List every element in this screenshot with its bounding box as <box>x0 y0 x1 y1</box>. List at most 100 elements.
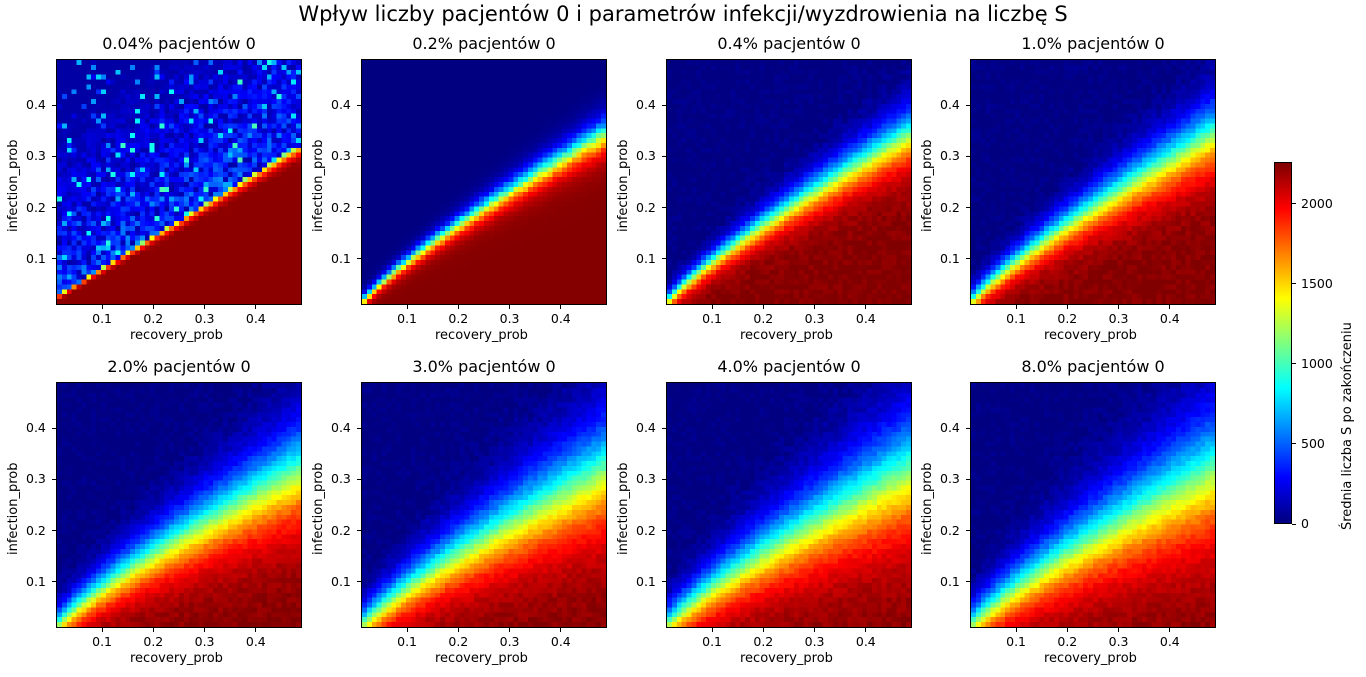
x-tick-label: 0.2 <box>448 634 469 649</box>
colorbar-label: Średnia liczba S po zakończeniu <box>1340 322 1355 530</box>
y-tick-mark <box>52 207 56 209</box>
y-tick-mark <box>662 478 666 480</box>
colorbar <box>1274 162 1292 524</box>
y-tick-mark <box>662 581 666 583</box>
x-tick-mark <box>1118 628 1120 632</box>
y-tick-mark <box>52 104 56 106</box>
x-tick-label: 0.4 <box>855 311 876 326</box>
y-tick-label: 0.4 <box>26 420 46 436</box>
y-tick-label: 0.3 <box>940 148 960 164</box>
panel-title: 1.0% pacjentów 0 <box>1021 34 1165 53</box>
y-tick-mark <box>662 207 666 209</box>
y-tick-mark <box>966 258 970 260</box>
y-tick-label: 0.2 <box>26 199 46 215</box>
y-tick-label: 0.1 <box>331 250 351 266</box>
x-axis-label: recovery_prob <box>130 651 223 666</box>
x-tick-mark <box>255 305 257 309</box>
y-axis-label: infection_prob <box>311 139 326 233</box>
x-tick-label: 0.4 <box>550 634 571 649</box>
x-tick-mark <box>560 628 562 632</box>
y-tick-mark <box>662 155 666 157</box>
y-tick-mark <box>966 104 970 106</box>
y-tick-label: 0.1 <box>940 250 960 266</box>
x-tick-mark <box>762 305 764 309</box>
y-tick-label: 0.2 <box>940 199 960 215</box>
y-tick-label: 0.3 <box>331 148 351 164</box>
y-axis-label: infection_prob <box>616 462 631 556</box>
x-tick-mark <box>1015 628 1017 632</box>
y-tick-mark <box>966 427 970 429</box>
y-tick-mark <box>52 427 56 429</box>
y-axis-label: infection_prob <box>920 462 935 556</box>
x-tick-mark <box>152 628 154 632</box>
panel-title: 8.0% pacjentów 0 <box>1021 357 1165 376</box>
panel-title: 2.0% pacjentów 0 <box>107 357 251 376</box>
colorbar-tick-label: 1000 <box>1301 355 1333 371</box>
y-tick-mark <box>966 530 970 532</box>
figure-title: Wpływ liczby pacjentów 0 i parametrów in… <box>298 2 1068 26</box>
heatmap-image <box>361 382 607 628</box>
x-tick-label: 0.3 <box>499 634 520 649</box>
y-tick-mark <box>52 530 56 532</box>
x-tick-mark <box>1169 628 1171 632</box>
x-tick-label: 0.2 <box>1057 634 1078 649</box>
y-tick-mark <box>52 258 56 260</box>
x-tick-mark <box>814 305 816 309</box>
x-tick-label: 0.3 <box>804 634 825 649</box>
x-tick-label: 0.4 <box>550 311 571 326</box>
x-tick-label: 0.1 <box>702 634 723 649</box>
x-tick-label: 0.4 <box>245 634 266 649</box>
y-tick-mark <box>52 581 56 583</box>
x-tick-mark <box>1169 305 1171 309</box>
colorbar-tick-label: 2000 <box>1301 195 1333 211</box>
y-tick-label: 0.4 <box>636 420 656 436</box>
x-tick-label: 0.2 <box>448 311 469 326</box>
x-axis-label: recovery_prob <box>740 651 833 666</box>
y-tick-mark <box>966 207 970 209</box>
x-tick-mark <box>101 305 103 309</box>
x-tick-label: 0.2 <box>753 634 774 649</box>
x-tick-label: 0.2 <box>143 311 164 326</box>
x-tick-label: 0.1 <box>702 311 723 326</box>
x-tick-mark <box>1015 305 1017 309</box>
x-tick-mark <box>509 628 511 632</box>
x-tick-mark <box>865 628 867 632</box>
y-tick-label: 0.1 <box>636 573 656 589</box>
y-tick-mark <box>357 258 361 260</box>
heatmap-image <box>361 59 607 305</box>
x-axis-label: recovery_prob <box>1044 651 1137 666</box>
y-tick-label: 0.2 <box>636 199 656 215</box>
y-axis-label: infection_prob <box>311 462 326 556</box>
y-tick-label: 0.3 <box>26 471 46 487</box>
heatmap-image <box>970 59 1216 305</box>
y-axis-label: infection_prob <box>6 462 21 556</box>
colorbar-tick-mark <box>1292 363 1296 365</box>
x-tick-mark <box>1066 628 1068 632</box>
colorbar-tick-mark <box>1292 203 1296 205</box>
colorbar-tick-label: 500 <box>1301 435 1325 451</box>
y-tick-label: 0.4 <box>331 97 351 113</box>
y-tick-label: 0.4 <box>636 97 656 113</box>
y-axis-label: infection_prob <box>920 139 935 233</box>
panel-title: 0.4% pacjentów 0 <box>717 34 861 53</box>
x-tick-mark <box>152 305 154 309</box>
colorbar-tick-label: 1500 <box>1301 275 1333 291</box>
x-tick-mark <box>204 628 206 632</box>
x-tick-mark <box>865 305 867 309</box>
colorbar-tick-label: 0 <box>1301 516 1309 531</box>
x-axis-label: recovery_prob <box>1044 328 1137 343</box>
x-tick-label: 0.4 <box>855 634 876 649</box>
x-tick-label: 0.1 <box>92 634 113 649</box>
x-tick-label: 0.1 <box>397 311 418 326</box>
x-tick-label: 0.3 <box>804 311 825 326</box>
y-tick-label: 0.3 <box>636 148 656 164</box>
heatmap-image <box>56 59 302 305</box>
panel-title: 0.2% pacjentów 0 <box>412 34 556 53</box>
y-tick-label: 0.2 <box>331 522 351 538</box>
y-tick-mark <box>357 104 361 106</box>
x-axis-label: recovery_prob <box>435 651 528 666</box>
y-tick-label: 0.2 <box>940 522 960 538</box>
x-tick-mark <box>762 628 764 632</box>
x-tick-mark <box>509 305 511 309</box>
heatmap-image <box>970 382 1216 628</box>
